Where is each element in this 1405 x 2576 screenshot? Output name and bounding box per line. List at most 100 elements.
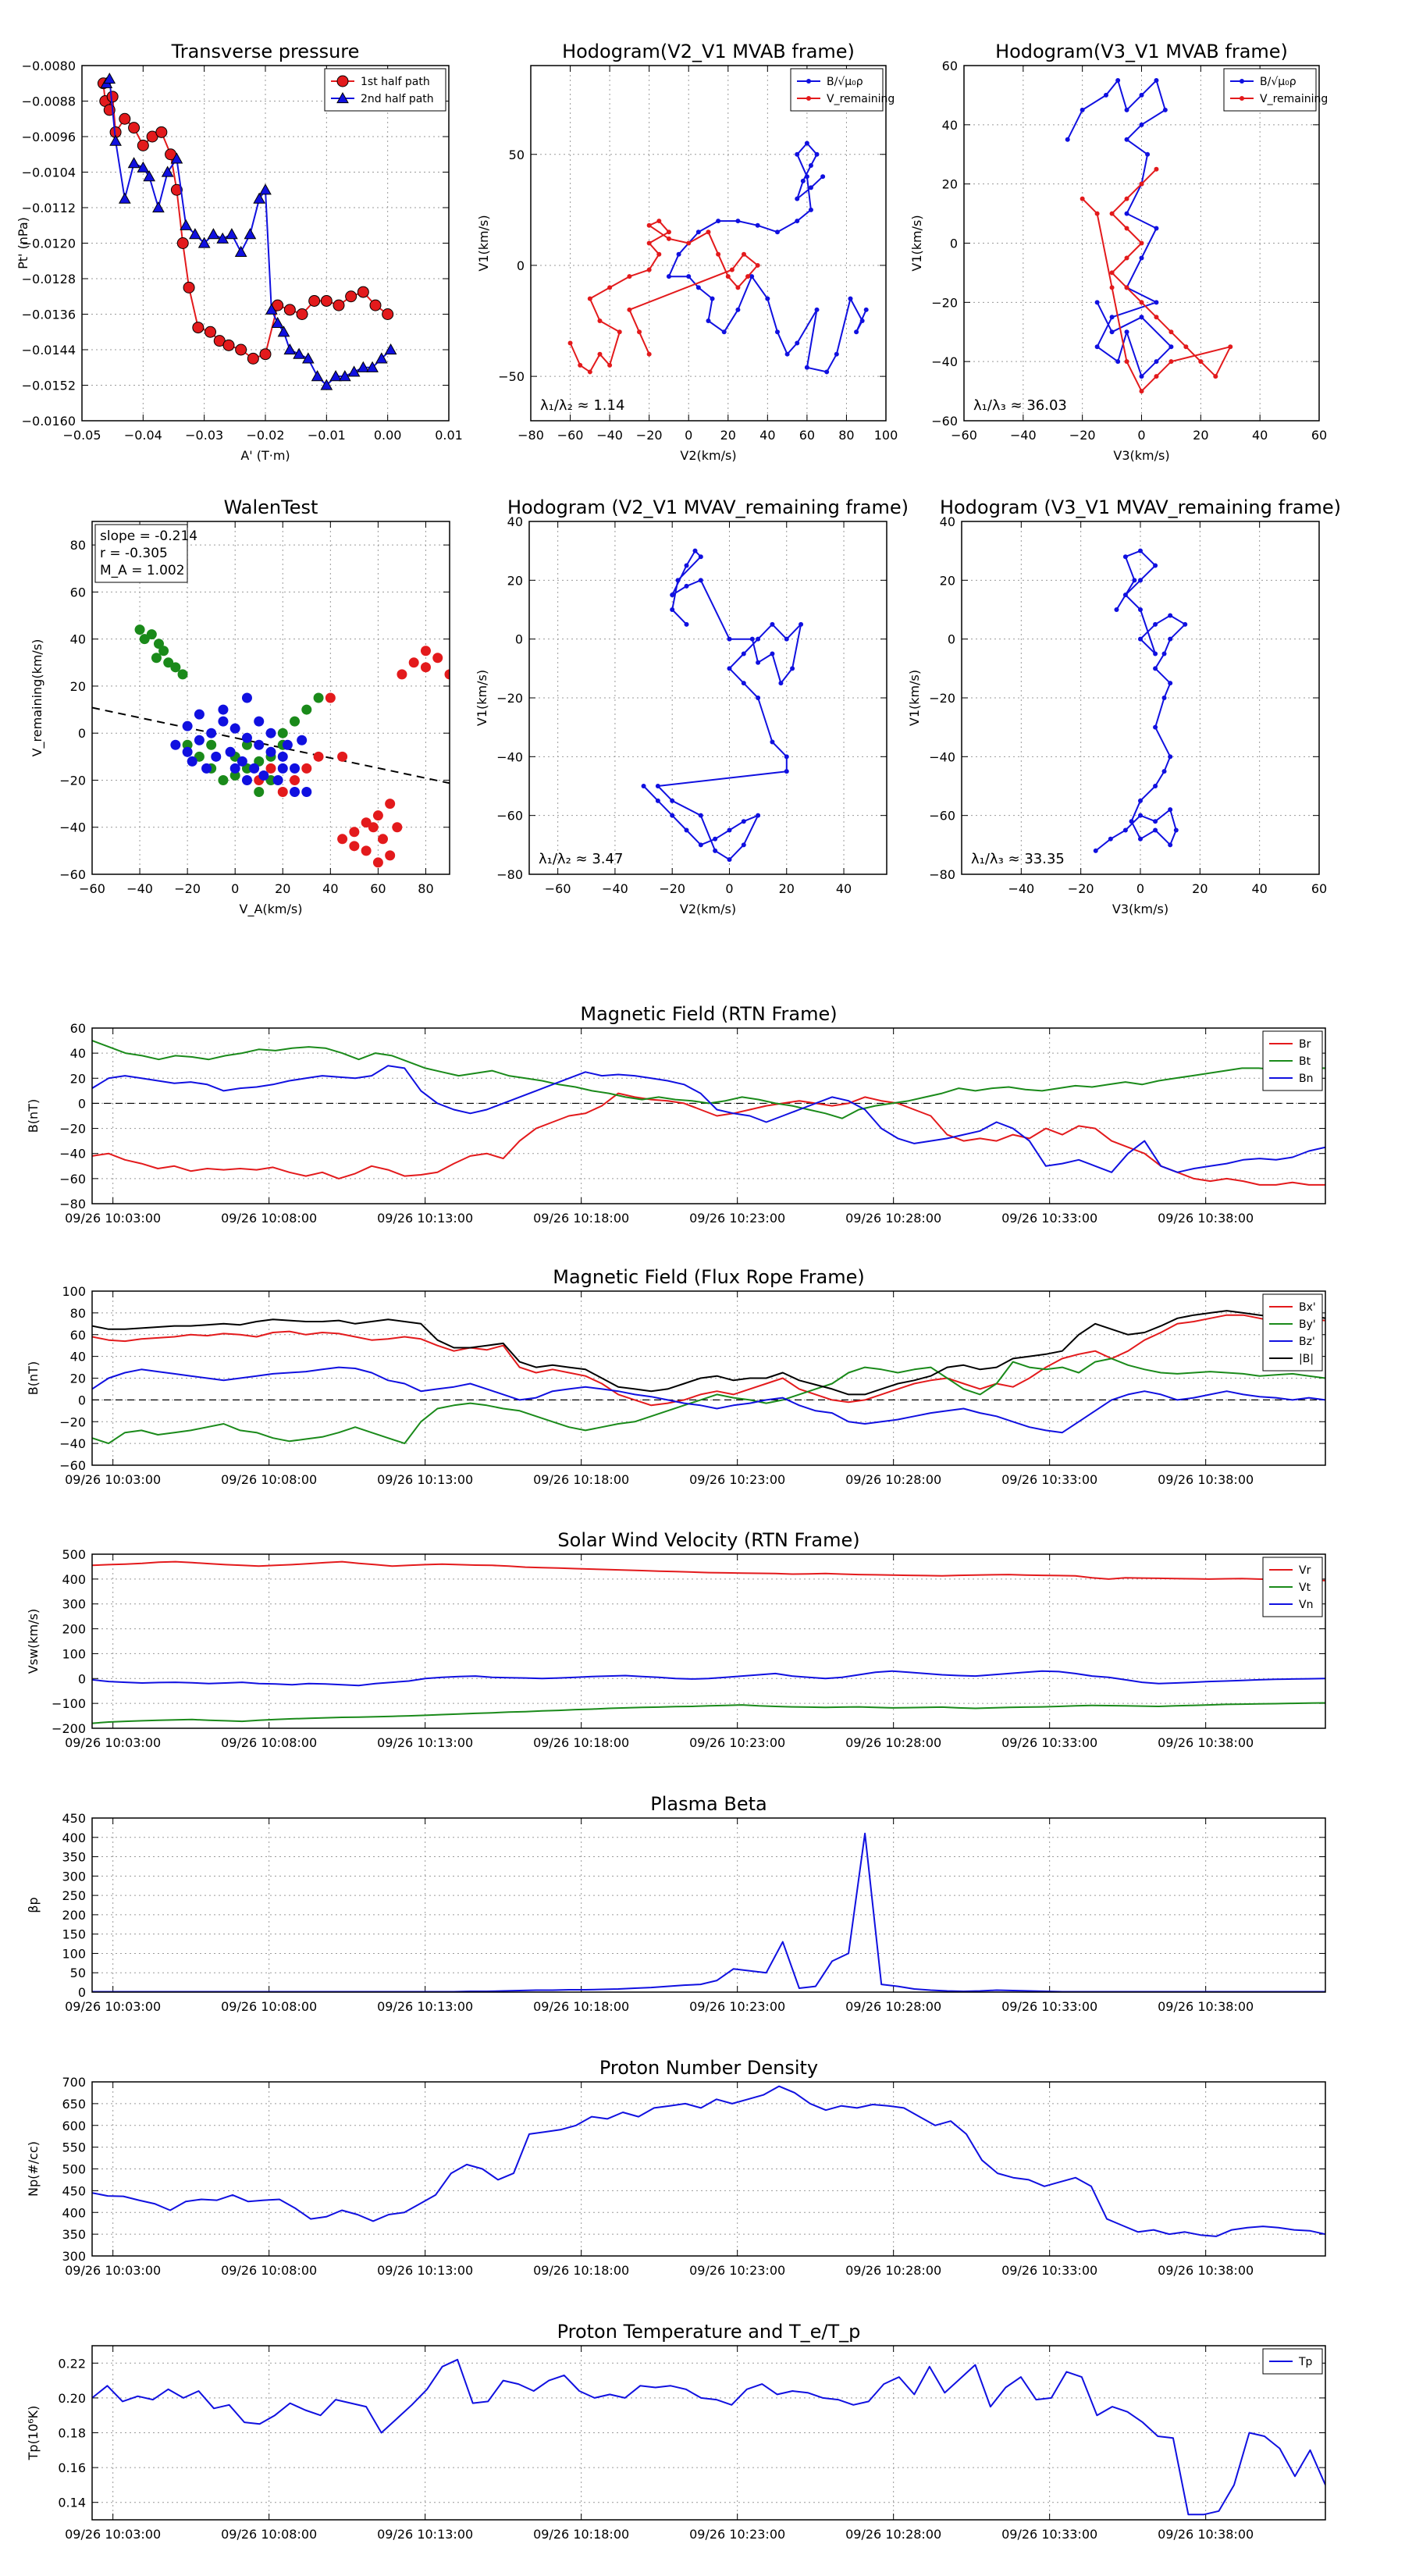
x-tick-label: −60 <box>557 428 584 443</box>
data-point <box>194 751 205 762</box>
data-point <box>349 841 360 852</box>
data-point <box>313 751 324 762</box>
data-point <box>265 774 276 785</box>
plot-area <box>92 2358 1325 2516</box>
y-tick-label: −0.0120 <box>22 237 76 251</box>
data-point <box>1122 592 1128 598</box>
plot-area <box>641 548 804 863</box>
plot-area <box>92 1310 1325 1445</box>
data-point <box>727 827 732 833</box>
data-point <box>143 170 156 182</box>
plot-area <box>1093 548 1188 853</box>
x-tick-label: 09/26 10:38:00 <box>1158 2527 1254 2542</box>
data-point <box>1153 666 1158 671</box>
x-tick-label: 09/26 10:13:00 <box>377 2263 473 2278</box>
y-tick-label: 400 <box>62 2205 86 2220</box>
data-point <box>617 329 622 335</box>
plot-area <box>92 1832 1325 1992</box>
y-axis-label: V1(km/s) <box>907 670 922 726</box>
data-point <box>698 813 703 818</box>
data-point <box>578 362 583 368</box>
data-point <box>756 660 761 665</box>
data-point <box>1139 122 1144 127</box>
data-point <box>152 201 165 213</box>
data-point <box>382 308 394 320</box>
y-tick-label: 350 <box>62 1850 86 1865</box>
y-tick-label: 400 <box>62 1831 86 1845</box>
data-point <box>1115 359 1121 365</box>
x-tick-label: 40 <box>1252 428 1268 443</box>
x-tick-label: 09/26 10:03:00 <box>65 1472 161 1487</box>
data-point <box>170 662 181 673</box>
data-point <box>206 728 217 738</box>
data-point <box>795 151 800 157</box>
x-tick-label: 40 <box>322 881 338 896</box>
x-axis-label: V3(km/s) <box>1113 448 1169 463</box>
y-tick-label: −60 <box>929 809 955 824</box>
legend: B/√μ₀ρ V_remaining <box>790 68 895 112</box>
x-tick-label: 09/26 10:28:00 <box>845 2263 941 2278</box>
series-tp <box>92 2358 1325 2516</box>
series-line <box>102 83 389 360</box>
data-point <box>627 307 632 312</box>
y-tick-label: 150 <box>62 1927 86 1942</box>
series-vt <box>92 1702 1325 1724</box>
plot-area <box>92 1560 1325 1724</box>
data-point <box>1080 196 1085 201</box>
data-point <box>820 174 826 180</box>
plot-frame <box>961 521 1320 875</box>
data-point <box>1114 607 1119 612</box>
legend: B/√μ₀ρ V_remaining <box>1223 68 1328 112</box>
x-tick-label: −20 <box>1069 428 1096 443</box>
data-point <box>1138 548 1143 553</box>
data-point <box>725 274 731 279</box>
data-point <box>301 763 312 774</box>
plot-area <box>92 624 450 868</box>
data-point <box>361 845 372 856</box>
data-point <box>670 592 675 598</box>
data-point <box>848 296 853 301</box>
x-tick-label: −60 <box>545 881 571 896</box>
x-tick-label: 09/26 10:03:00 <box>65 1211 161 1226</box>
legend-marker <box>1240 96 1244 101</box>
x-tick-label: 09/26 10:33:00 <box>1001 2527 1097 2542</box>
data-point <box>646 351 652 357</box>
y-tick-label: −60 <box>59 1172 86 1187</box>
data-point <box>368 822 379 833</box>
y-tick-label: −100 <box>52 1696 86 1711</box>
y-tick-label: 0 <box>78 726 86 741</box>
data-point <box>290 763 301 774</box>
y-tick-label: 0 <box>78 1671 86 1686</box>
data-point <box>1198 359 1204 365</box>
data-point <box>637 329 642 335</box>
data-point <box>241 692 252 703</box>
x-tick-label: 09/26 10:18:00 <box>533 1999 629 2014</box>
data-point <box>695 285 701 290</box>
chart-title: Solar Wind Velocity (RTN Frame) <box>557 1529 859 1551</box>
data-point <box>770 739 775 745</box>
data-point <box>211 751 222 762</box>
data-point <box>187 756 197 767</box>
x-tick-label: 09/26 10:03:00 <box>65 2527 161 2542</box>
data-point <box>282 739 293 750</box>
x-tick-label: 09/26 10:28:00 <box>845 2527 941 2542</box>
data-point <box>1124 107 1129 112</box>
data-point <box>795 196 800 201</box>
legend: Br Bt Bn <box>1262 1030 1323 1091</box>
x-tick-label: −0.03 <box>185 428 223 443</box>
y-tick-label: 500 <box>62 1547 86 1562</box>
data-point <box>222 339 235 351</box>
chart-plasma-beta: Plasma Beta 09/26 10:03:00 09/26 10:08:00 0… <box>26 1793 1326 2014</box>
data-point <box>745 274 751 279</box>
data-point <box>366 361 379 372</box>
plot-area <box>1065 77 1233 394</box>
plot-frame <box>91 2081 1326 2257</box>
y-tick-label: 300 <box>62 1869 86 1884</box>
y-tick-label: 20 <box>507 573 523 588</box>
series-line <box>92 1065 1325 1173</box>
y-tick-label: 20 <box>942 177 958 192</box>
stats-line: M_A = 1.002 <box>100 563 185 578</box>
y-tick-label: −40 <box>931 354 958 369</box>
series-line <box>642 550 802 861</box>
